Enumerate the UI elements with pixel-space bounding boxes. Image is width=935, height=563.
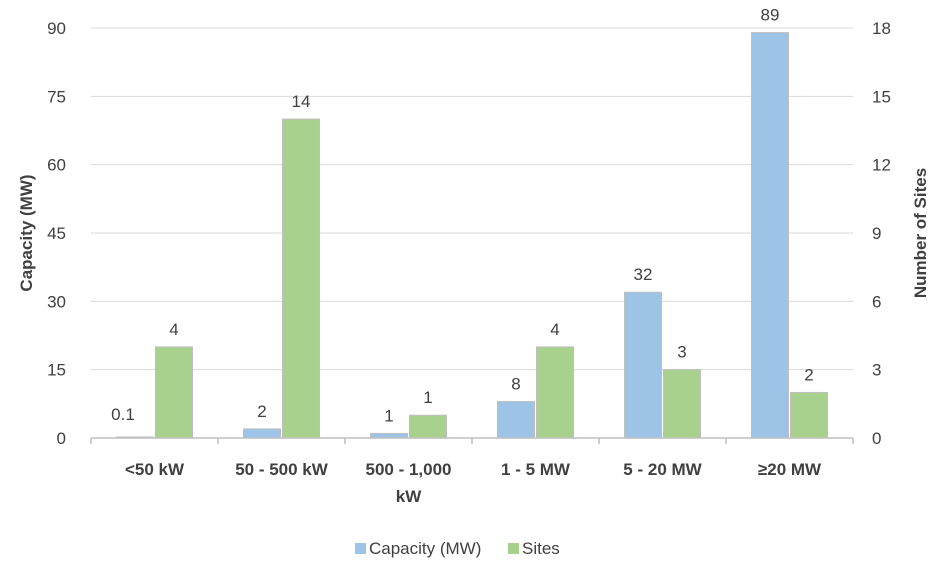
- category-label: 1 - 5 MW: [501, 460, 571, 479]
- y2-tick-label: 9: [872, 224, 881, 243]
- bar-capacity: [751, 32, 789, 439]
- data-label: 4: [169, 320, 178, 339]
- data-label: 1: [423, 388, 432, 407]
- y-tick-label: 45: [47, 224, 66, 243]
- legend-label: Capacity (MW): [369, 539, 481, 558]
- bars: [116, 32, 828, 439]
- data-label: 89: [761, 6, 780, 25]
- bar-sites: [663, 369, 701, 439]
- bar-capacity: [624, 291, 662, 439]
- y2-axis-title: Number of Sites: [911, 168, 930, 298]
- y-tick-label: 15: [47, 361, 66, 380]
- y2-tick-label: 3: [872, 361, 881, 380]
- data-label: 4: [550, 320, 559, 339]
- category-label: 5 - 20 MW: [623, 460, 702, 479]
- y2-tick-label: 6: [872, 292, 881, 311]
- y-tick-label: 90: [47, 19, 66, 38]
- y2-tick-label: 12: [872, 156, 891, 175]
- data-label: 2: [257, 402, 266, 421]
- y-tick-label: 60: [47, 156, 66, 175]
- bar-sites: [409, 414, 447, 439]
- bar-sites: [155, 346, 193, 439]
- legend-label: Sites: [522, 539, 560, 558]
- data-label: 3: [677, 343, 686, 362]
- category-label: <50 kW: [125, 460, 185, 479]
- y-axis-ticks: 0 15 30 45 60 75 90: [47, 19, 66, 448]
- y-tick-label: 0: [57, 429, 66, 448]
- bar-capacity: [497, 401, 535, 439]
- x-axis: [90, 437, 854, 444]
- gridlines: [91, 27, 853, 371]
- y-tick-label: 30: [47, 292, 66, 311]
- data-label: 8: [511, 375, 520, 394]
- x-axis-tick-labels: <50 kW 50 - 500 kW 500 - 1,000 kW 1 - 5 MW 5 …: [125, 460, 822, 506]
- data-label: 0.1: [111, 405, 135, 424]
- bar-sites: [790, 391, 828, 439]
- data-label: 14: [292, 92, 311, 111]
- category-label: ≥20 MW: [758, 460, 822, 479]
- y-tick-label: 75: [47, 87, 66, 106]
- bar-capacity: [243, 428, 281, 439]
- legend: Capacity (MW) Sites: [355, 539, 560, 558]
- bar-sites: [282, 118, 320, 439]
- y2-tick-label: 18: [872, 19, 891, 38]
- y2-axis-ticks: 0 3 6 9 12 15 18: [872, 19, 891, 448]
- y2-tick-label: 0: [872, 429, 881, 448]
- category-label: kW: [396, 487, 422, 506]
- legend-swatch: [508, 543, 519, 554]
- bar-sites: [536, 346, 574, 439]
- data-label: 2: [804, 365, 813, 384]
- category-label: 500 - 1,000: [365, 460, 451, 479]
- y2-tick-label: 15: [872, 87, 891, 106]
- data-label: 32: [634, 265, 653, 284]
- legend-swatch: [355, 543, 366, 554]
- data-label: 1: [384, 406, 393, 425]
- y-axis-title: Capacity (MW): [17, 174, 36, 291]
- category-label: 50 - 500 kW: [235, 460, 329, 479]
